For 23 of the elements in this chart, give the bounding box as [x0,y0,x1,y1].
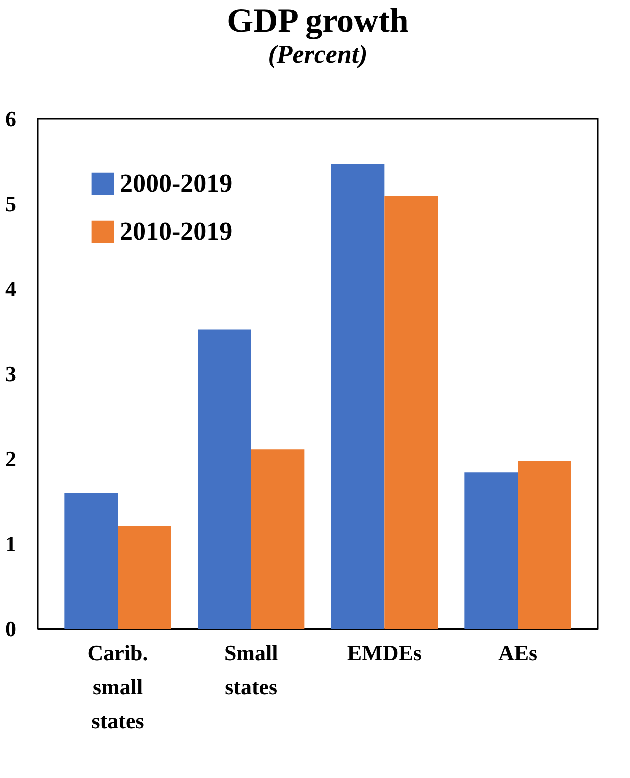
x-tick-label: EMDEs [347,640,422,666]
y-tick-label: 3 [6,362,16,386]
legend-label: 2010-2019 [120,217,233,246]
bar [118,526,172,629]
y-tick-label: 6 [6,106,16,132]
y-tick-label: 2 [6,446,16,472]
legend-label: 2000-2019 [120,169,233,198]
y-tick-label: 0 [6,616,16,642]
bar [64,493,118,629]
chart-subtitle: (Percent) [268,40,368,69]
chart-title: GDP growth [227,3,409,40]
x-tick-label: AEs [498,640,538,666]
y-tick-label: 5 [6,192,16,216]
y-tick-label: 4 [6,276,16,302]
bar [331,164,385,629]
x-tick-label: Small states [224,640,278,700]
bar [198,330,252,629]
y-tick-label: 1 [6,532,16,556]
bar [384,196,438,629]
bar [518,462,572,629]
bar [464,472,518,629]
bar [251,450,305,629]
x-tick-label: Carib. small states [88,640,148,734]
